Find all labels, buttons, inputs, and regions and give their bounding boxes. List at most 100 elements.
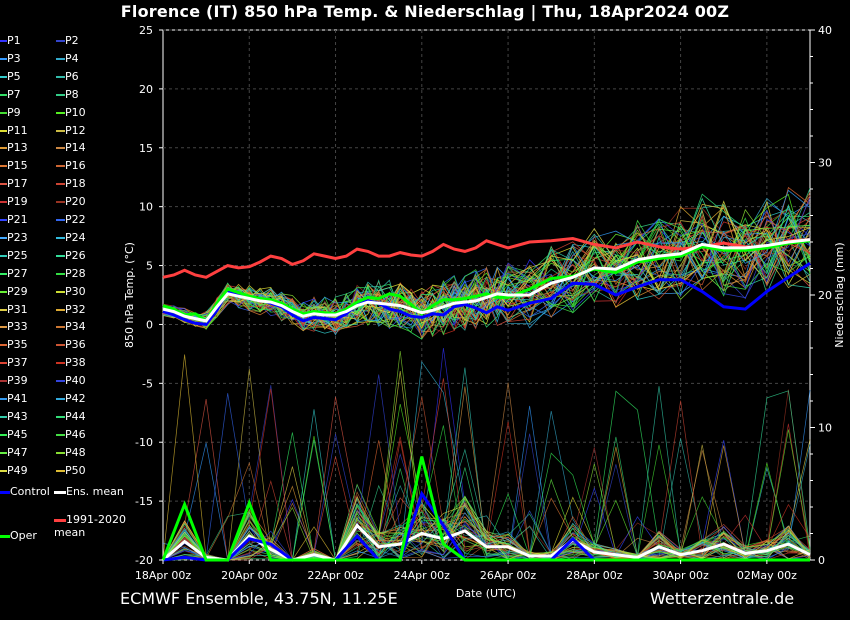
y-tick-label: -10: [135, 436, 153, 449]
member-line-P26: [162, 197, 811, 336]
member-line-P35: [162, 186, 811, 330]
legend-item-p31: P31: [0, 303, 28, 316]
legend-item-p27: P27: [0, 267, 28, 280]
legend-swatch: [0, 362, 7, 365]
ens-mean-line: [162, 238, 811, 323]
member-line-P46: [162, 218, 811, 338]
member-line-P3: [162, 201, 811, 326]
member-precip-P35: [162, 440, 811, 561]
legend-swatch: [0, 57, 7, 60]
y-tick-label: -5: [142, 377, 153, 390]
member-precip-P24: [162, 360, 811, 561]
legend-swatch: [56, 236, 65, 239]
member-line-P33: [162, 210, 811, 325]
legend-item-p4: P4: [56, 52, 79, 65]
axes: 25 20 15 10 5 0 -5 -10 -15 -20 40 30 20 10 0 18Apr 00z 2…: [135, 24, 832, 582]
legend-swatch: [0, 272, 7, 275]
legend-label: P38: [65, 356, 86, 370]
legend-item-p15: P15: [0, 159, 28, 172]
member-precip-P33: [162, 386, 811, 561]
member-line-P15: [162, 192, 811, 333]
legend-item-p33: P33: [0, 320, 28, 333]
x-tick-label: 24Apr 00z: [394, 569, 451, 582]
legend-label: P17: [7, 177, 28, 191]
member-line-P16: [162, 230, 811, 326]
legend-swatch: [0, 236, 7, 239]
legend-swatch: [56, 451, 65, 454]
member-precip-P38: [162, 388, 811, 561]
member-precip-P23: [162, 525, 811, 561]
legend-item-p3: P3: [0, 52, 21, 65]
legend-item-p9: P9: [0, 106, 21, 119]
member-line-P43: [162, 204, 811, 331]
member-line-P42: [162, 204, 811, 329]
legend-label: P42: [65, 392, 86, 405]
legend-swatch: [0, 534, 10, 538]
member-precip-P26: [162, 390, 811, 561]
grid: [163, 29, 810, 561]
legend-label: P48: [65, 445, 86, 459]
legend-label: P15: [7, 159, 28, 173]
y-tick-label: 5: [146, 260, 153, 273]
member-line-P17: [162, 210, 811, 335]
legend-label: P25: [7, 248, 28, 262]
legend-label: Control: [10, 485, 50, 498]
legend-label: 1991-2020 mean: [54, 513, 126, 539]
legend-swatch: [0, 201, 7, 204]
member-precip-P44: [162, 436, 811, 561]
legend-swatch: [0, 254, 7, 257]
y2-tick-label: 30: [818, 157, 832, 170]
member-line-P20: [162, 207, 811, 333]
x-tick-label: 30Apr 00z: [652, 569, 709, 582]
y-tick-label: 25: [139, 24, 153, 37]
member-precip-P37: [162, 378, 811, 561]
member-precip-P49: [162, 370, 811, 561]
legend-label: P12: [65, 123, 86, 137]
member-line-P13: [162, 216, 811, 331]
legend-item-p42: P42: [56, 392, 86, 405]
legend-item-p2: P2: [56, 34, 79, 47]
member-line-P24: [162, 216, 811, 336]
legend-item-p19: P19: [0, 195, 28, 208]
legend-swatch: [0, 219, 7, 221]
legend-item-p35: P35: [0, 338, 28, 351]
legend-label: P7: [7, 87, 21, 101]
member-line-P21: [162, 218, 811, 326]
member-line-P14: [162, 195, 811, 340]
member-line-P9: [162, 206, 811, 323]
member-line-P11: [162, 200, 811, 332]
legend-item-p16: P16: [56, 159, 86, 172]
y-tick-label: -15: [135, 495, 153, 508]
member-precip-P42: [162, 520, 811, 561]
y-tick-label: 15: [139, 142, 153, 155]
legend-swatch: [0, 40, 7, 42]
y-tick-label: -20: [135, 554, 153, 567]
y-tick-label: 0: [146, 318, 153, 331]
legend-swatch: [0, 398, 7, 400]
member-line-P28: [162, 203, 811, 332]
legend-swatch: [56, 183, 65, 186]
member-precip-P16: [162, 504, 811, 561]
member-lines: [162, 186, 811, 562]
member-precip-P46: [162, 514, 811, 561]
member-line-P29: [162, 228, 811, 330]
legend-swatch: [56, 380, 65, 383]
legend-label: Ens. mean: [66, 485, 124, 498]
member-precip-P19: [162, 423, 811, 561]
legend-label: P28: [65, 266, 86, 280]
legend-label: P45: [7, 427, 28, 441]
legend-label: P50: [65, 463, 86, 477]
legend-label: P10: [65, 105, 86, 119]
main-lines: [161, 236, 811, 562]
member-line-P2: [162, 224, 811, 337]
legend-label: P21: [7, 213, 28, 226]
legend-swatch: [54, 518, 66, 522]
member-precip-P29: [162, 429, 811, 561]
member-line-P39: [162, 195, 811, 338]
legend-label: P30: [65, 284, 86, 298]
member-precip-P18: [162, 400, 811, 561]
legend-label: P49: [7, 463, 28, 477]
member-precip-P17: [162, 396, 811, 561]
member-line-P45: [162, 216, 811, 336]
legend-item-p21: P21: [0, 213, 28, 226]
